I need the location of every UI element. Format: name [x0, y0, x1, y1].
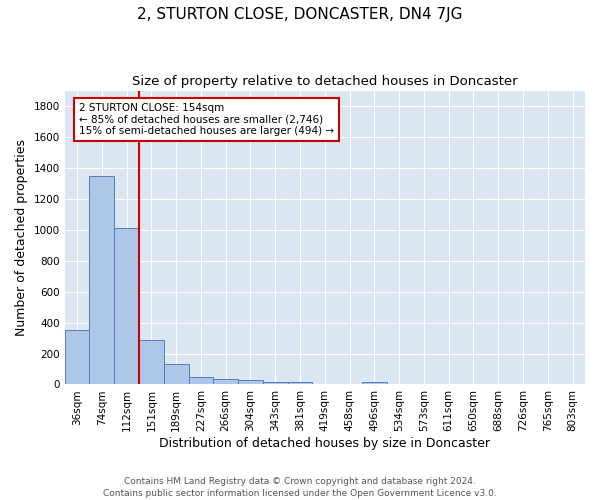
Bar	[214, 379, 238, 384]
Bar	[238, 380, 263, 384]
Bar	[114, 228, 139, 384]
Text: 2 STURTON CLOSE: 154sqm
← 85% of detached houses are smaller (2,746)
15% of semi: 2 STURTON CLOSE: 154sqm ← 85% of detache…	[79, 103, 334, 136]
Bar	[164, 364, 188, 384]
Bar	[65, 330, 89, 384]
Y-axis label: Number of detached properties: Number of detached properties	[15, 139, 28, 336]
Text: 2, STURTON CLOSE, DONCASTER, DN4 7JG: 2, STURTON CLOSE, DONCASTER, DN4 7JG	[137, 8, 463, 22]
Bar	[287, 382, 313, 384]
Text: Contains HM Land Registry data © Crown copyright and database right 2024.
Contai: Contains HM Land Registry data © Crown c…	[103, 476, 497, 498]
X-axis label: Distribution of detached houses by size in Doncaster: Distribution of detached houses by size …	[160, 437, 490, 450]
Bar	[362, 382, 387, 384]
Bar	[139, 340, 164, 384]
Bar	[89, 176, 114, 384]
Bar	[263, 382, 287, 384]
Title: Size of property relative to detached houses in Doncaster: Size of property relative to detached ho…	[132, 75, 518, 88]
Bar	[188, 378, 214, 384]
